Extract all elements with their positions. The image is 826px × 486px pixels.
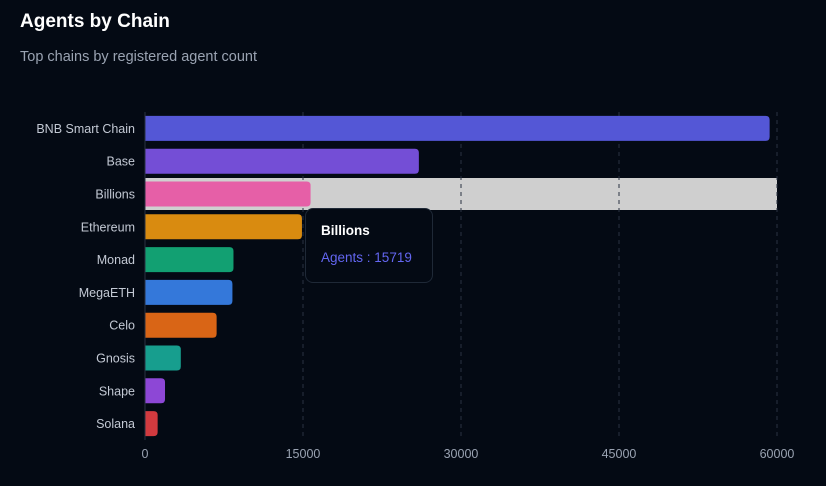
- chart-title: Agents by Chain: [20, 11, 170, 32]
- tooltip-label: Agents: [321, 250, 364, 265]
- y-tick-label: Solana: [96, 417, 135, 431]
- x-tick-label: 0: [142, 447, 149, 461]
- tooltip-separator: :: [363, 250, 375, 265]
- x-tick-label: 45000: [602, 447, 637, 461]
- y-tick-label: MegaETH: [79, 286, 135, 300]
- tooltip-row: Agents : 15719: [321, 250, 417, 266]
- tooltip-title: Billions: [321, 223, 370, 238]
- chart-subtitle: Top chains by registered agent count: [20, 49, 257, 65]
- bar-ethereum: [145, 214, 302, 240]
- bar-shape: [145, 378, 166, 404]
- y-tick-label: Celo: [109, 319, 135, 333]
- x-tick-label: 15000: [286, 447, 321, 461]
- bar-celo: [145, 312, 217, 338]
- bar-bnb-smart-chain: [145, 115, 770, 141]
- y-tick-label: Monad: [97, 253, 135, 267]
- tooltip-value: 15719: [374, 250, 412, 265]
- bar-megaeth: [145, 279, 233, 305]
- y-tick-label: Ethereum: [81, 220, 135, 234]
- y-tick-label: Base: [107, 155, 136, 169]
- x-tick-label: 60000: [760, 447, 795, 461]
- y-tick-label: Shape: [99, 384, 135, 398]
- bar-solana: [145, 411, 158, 437]
- chart-tooltip: Billions Agents : 15719: [305, 208, 433, 283]
- bar-gnosis: [145, 345, 181, 371]
- y-tick-label: Billions: [95, 188, 135, 202]
- bar-monad: [145, 247, 234, 273]
- bar-base: [145, 148, 419, 174]
- y-tick-label: Gnosis: [96, 352, 135, 366]
- bar-billions: [145, 181, 311, 207]
- y-tick-label: BNB Smart Chain: [36, 122, 135, 136]
- x-tick-label: 30000: [444, 447, 479, 461]
